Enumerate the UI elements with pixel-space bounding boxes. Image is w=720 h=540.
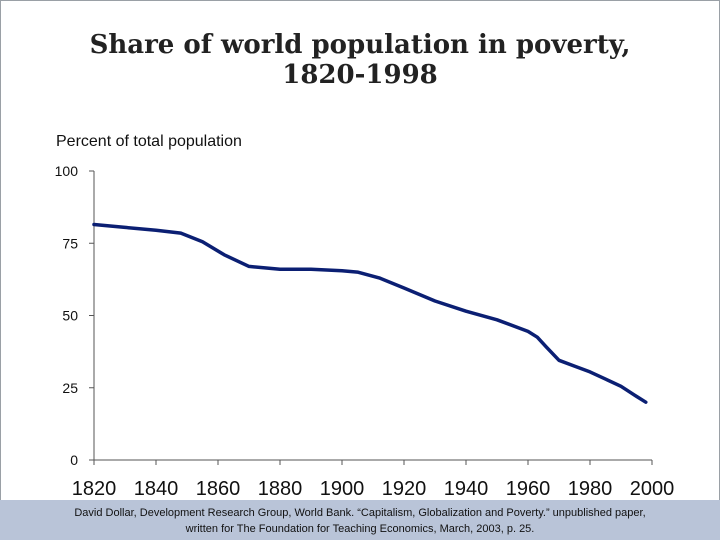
series-line [92,222,648,404]
x-tick-label: 2000 [630,478,675,500]
x-tick-label: 1860 [196,478,241,500]
y-axis-label: Percent of total population [56,133,242,150]
source-note-line-2: written for The Foundation for Teaching … [185,523,535,535]
y-tick-label: 0 [70,452,78,468]
x-tick-label: 1900 [320,478,365,500]
x-tick-label: 1940 [444,478,489,500]
x-tick-label: 1980 [568,478,613,500]
chart-title-line-2: 1820-1998 [282,60,438,90]
y-tick-label: 50 [62,308,78,324]
y-tick-label: 100 [55,163,79,179]
x-tick-label: 1820 [72,478,117,500]
chart-title: Share of world population in poverty, 18… [0,30,720,90]
x-tick-label: 1840 [134,478,179,500]
y-tick-label: 25 [62,380,78,396]
x-tick-label: 1920 [382,478,427,500]
chart-title-line-1: Share of world population in poverty, [89,30,631,60]
x-tick-label: 1880 [258,478,303,500]
source-note: David Dollar, Development Research Group… [0,500,720,540]
x-tick-label: 1960 [506,478,551,500]
source-note-line-1: David Dollar, Development Research Group… [74,507,646,519]
y-tick-label: 75 [62,235,78,251]
